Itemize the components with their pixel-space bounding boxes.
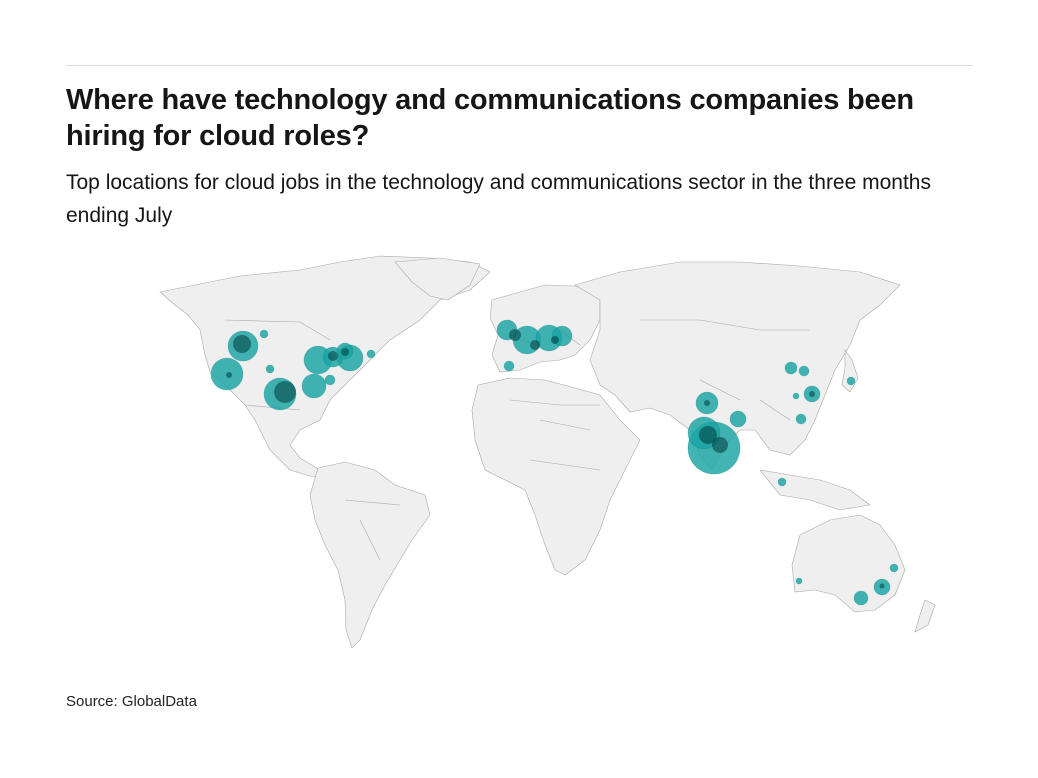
bubble-tokyo xyxy=(846,376,856,386)
top-rule xyxy=(66,65,973,66)
bubble-shenzhen xyxy=(795,413,807,425)
land-australia xyxy=(791,514,906,613)
land-se-asia xyxy=(759,469,871,511)
bubble-spain xyxy=(503,360,515,372)
world-map xyxy=(159,255,936,649)
land-japan xyxy=(841,349,859,393)
bubble-canada-small xyxy=(366,349,376,359)
bubble-china-central xyxy=(792,392,800,400)
land-greenland xyxy=(394,257,481,301)
source-note: Source: GlobalData xyxy=(66,693,197,710)
bubble-kolkata xyxy=(729,410,747,428)
land-south-america xyxy=(309,461,431,649)
land-africa xyxy=(471,377,641,576)
bubble-china-small xyxy=(798,365,810,377)
land-new-zealand xyxy=(914,599,936,633)
chart-subtitle: Top locations for cloud jobs in the tech… xyxy=(66,171,931,227)
bubble-melbourne xyxy=(853,590,869,606)
bubble-us-small-a xyxy=(259,329,269,339)
bubble-us-small-b xyxy=(265,364,275,374)
bubble-beijing xyxy=(784,361,798,375)
land-asia xyxy=(574,261,901,471)
bubble-perth xyxy=(795,577,803,585)
bubble-us-small-c xyxy=(324,374,336,386)
bubble-atlanta xyxy=(301,373,327,399)
bubble-overlaps xyxy=(226,329,885,589)
land xyxy=(159,255,936,649)
chart-title: Where have technology and communications… xyxy=(66,84,914,152)
bubble-brisbane xyxy=(889,563,899,573)
bubble-singapore xyxy=(777,477,787,487)
